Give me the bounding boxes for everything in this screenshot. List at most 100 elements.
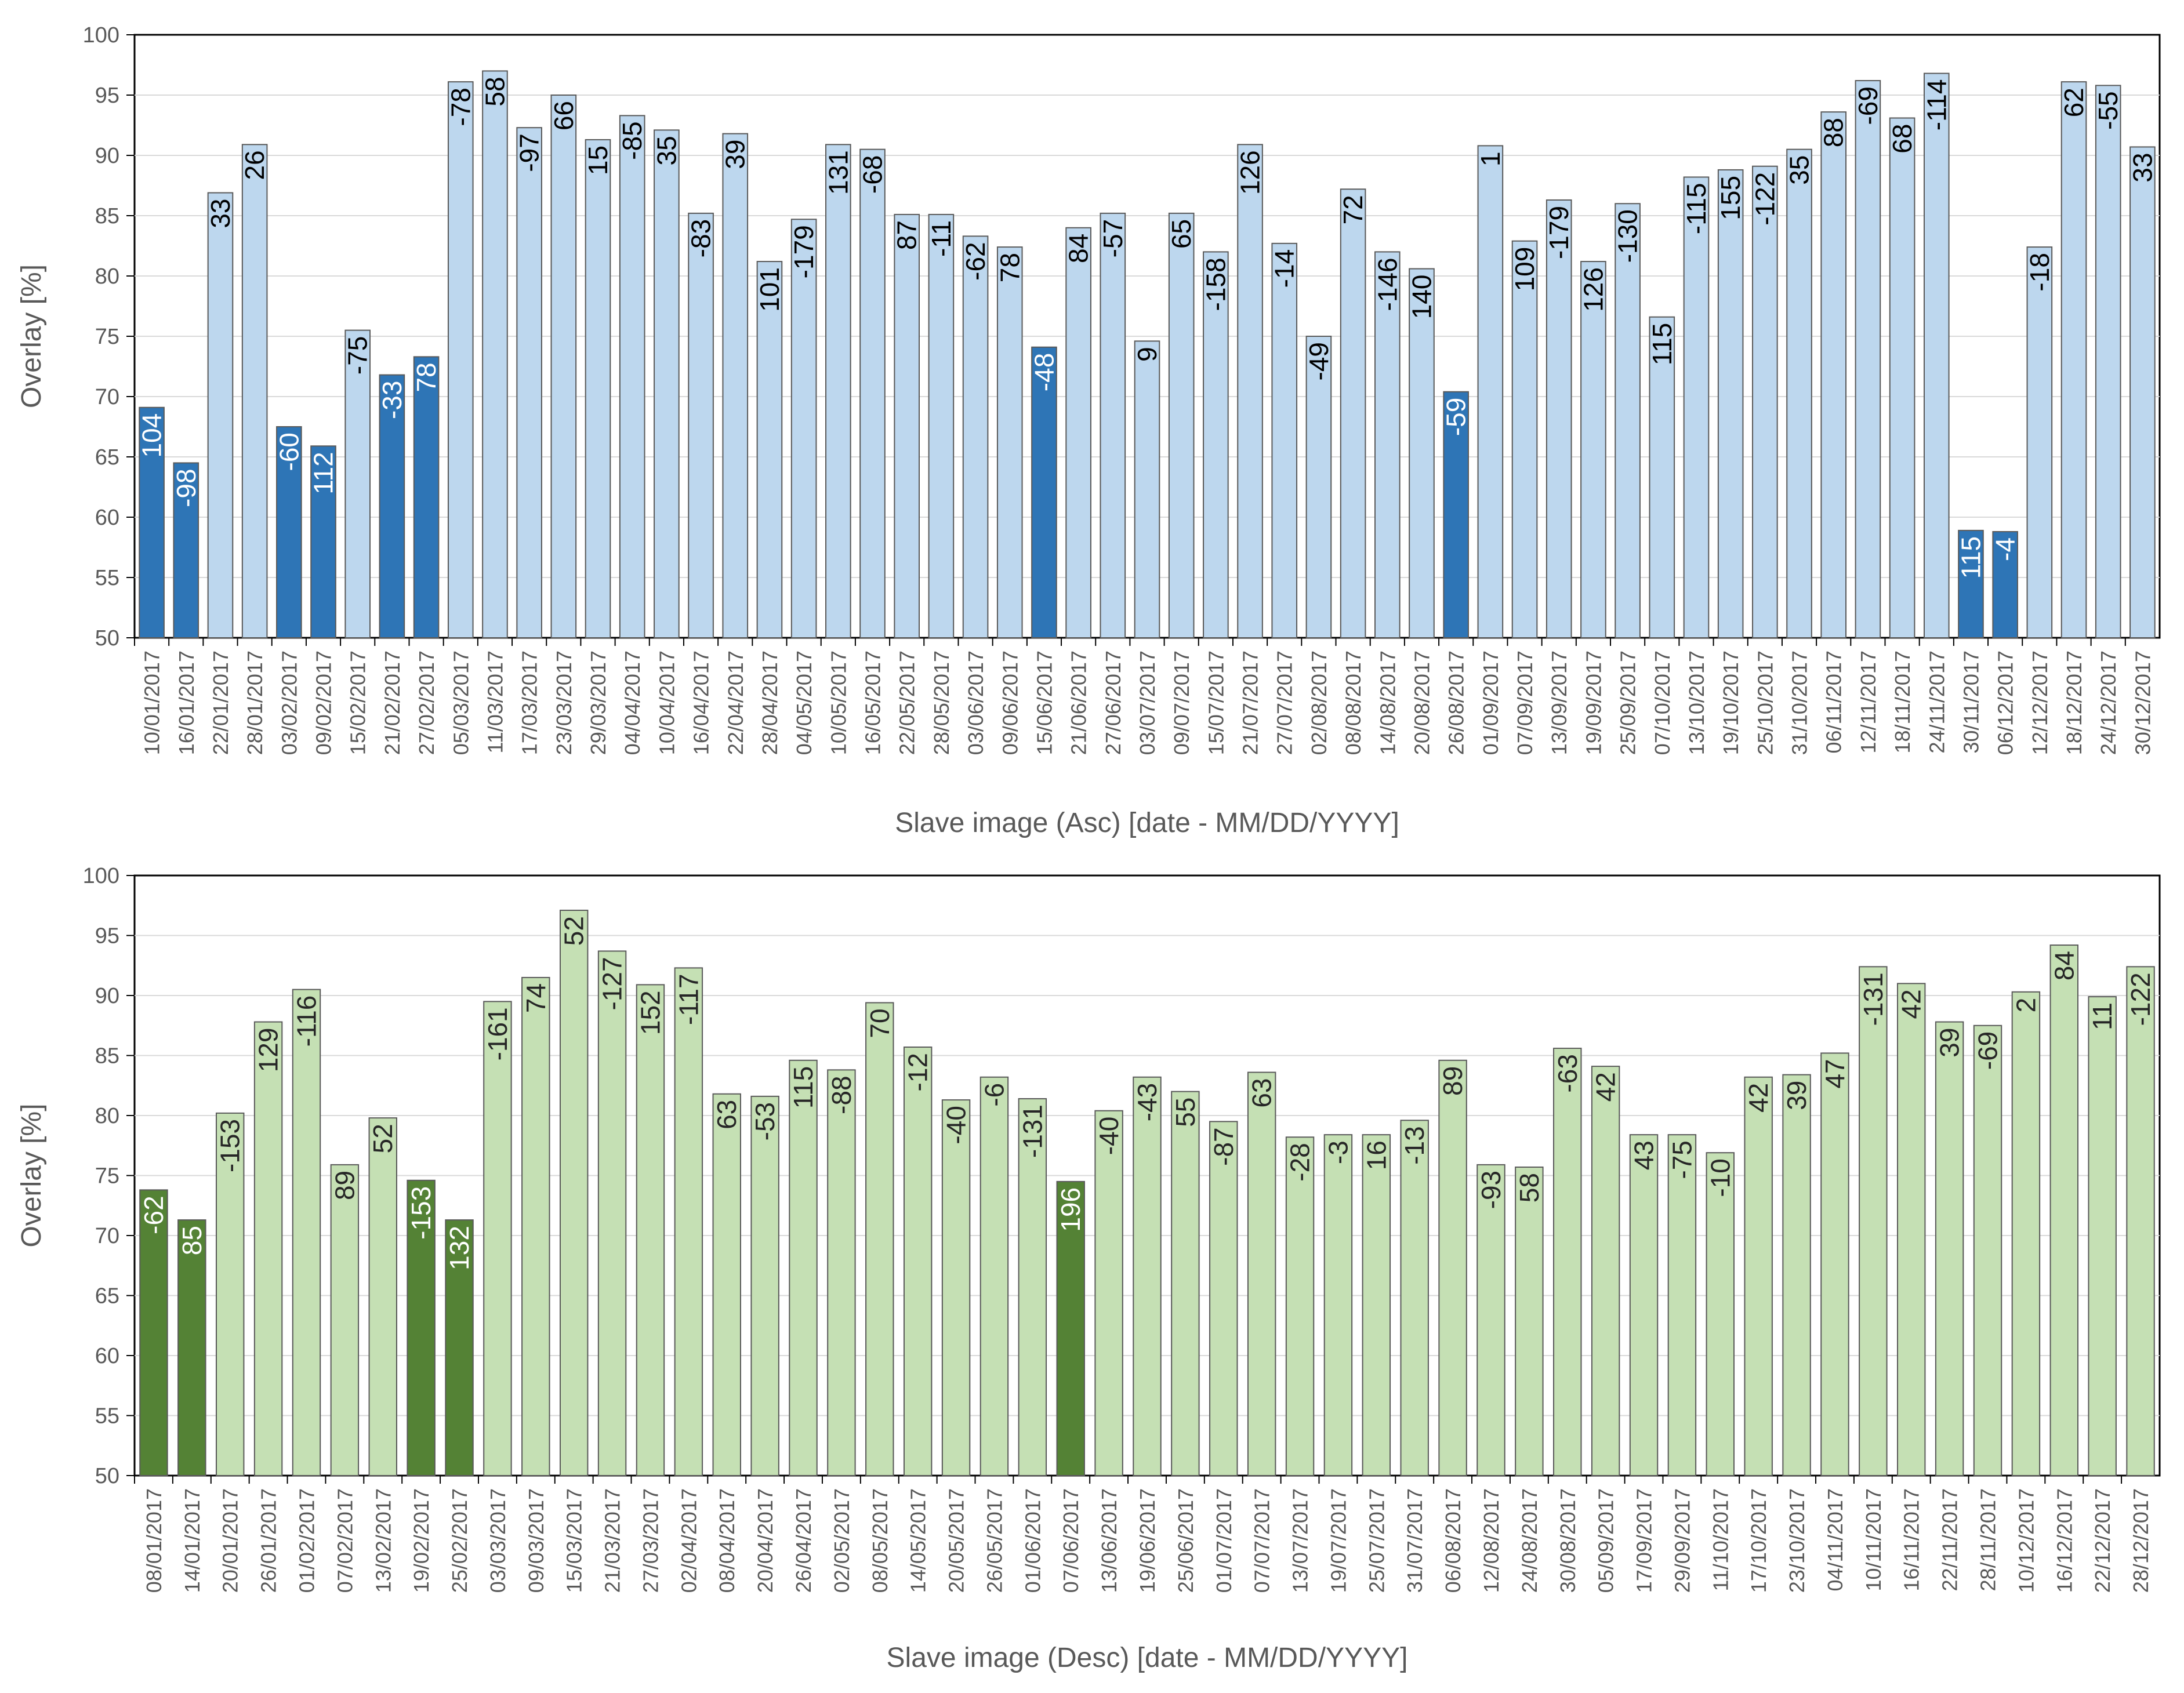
bar-data-label: 78 [411, 362, 441, 392]
x-tick-label: 13/10/2017 [1685, 651, 1708, 755]
x-tick-label: 26/04/2017 [792, 1488, 815, 1593]
bar [674, 967, 703, 1476]
bar-data-label: 63 [712, 1100, 742, 1129]
bar [1683, 176, 1710, 638]
bar-data-label: -122 [1750, 172, 1780, 226]
bar [1820, 1052, 1849, 1476]
x-tick-label: 27/02/2017 [415, 651, 438, 755]
bar-data-label: -153 [406, 1186, 436, 1240]
bar [1629, 1134, 1659, 1476]
bar [1477, 145, 1504, 639]
bar [1744, 1076, 1773, 1476]
bar-data-label: 33 [2127, 152, 2157, 182]
bar-data-label: -33 [377, 381, 407, 419]
bar-data-label: -60 [274, 433, 304, 471]
bar [750, 1095, 779, 1476]
bar [1859, 966, 1888, 1476]
bar [1362, 1134, 1391, 1476]
x-tick-label: 15/02/2017 [346, 651, 370, 755]
bar-data-label: -53 [750, 1102, 780, 1140]
x-tick-label: 01/06/2017 [1021, 1488, 1044, 1593]
bar [1133, 1076, 1162, 1476]
bar [310, 445, 336, 639]
x-axis-label: Slave image (Asc) [date - MM/DD/YYYY] [895, 808, 1399, 838]
bar-data-label: -69 [1973, 1031, 2003, 1070]
bar-data-label: 84 [2049, 951, 2079, 980]
bar-data-label: -43 [1132, 1083, 1162, 1121]
x-tick-label: 19/09/2017 [1581, 651, 1605, 755]
x-tick-label: 09/06/2017 [998, 651, 1022, 755]
bar-data-label: -12 [903, 1053, 933, 1091]
bar-data-label: 9 [1132, 347, 1162, 362]
x-tick-label: 12/08/2017 [1479, 1488, 1503, 1593]
bar-data-label: 42 [1896, 989, 1927, 1019]
x-tick-label: 09/03/2017 [524, 1488, 548, 1593]
x-tick-label: 17/09/2017 [1632, 1488, 1656, 1593]
bar-data-label: 58 [480, 77, 510, 106]
bar-data-label: 52 [559, 916, 589, 946]
bar-data-label: 68 [1887, 124, 1917, 154]
x-tick-label: 03/07/2017 [1135, 651, 1159, 755]
x-tick-label: 21/07/2017 [1239, 651, 1262, 755]
bar [722, 133, 749, 638]
bar-data-label: -3 [1323, 1140, 1353, 1164]
y-tick-label: 90 [95, 984, 119, 1008]
bar-data-label: 43 [1629, 1140, 1659, 1170]
x-tick-label: 01/09/2017 [1479, 651, 1503, 755]
bar-data-label: 39 [1935, 1028, 1965, 1058]
bar-data-label: 70 [865, 1008, 895, 1038]
bar [1786, 148, 1812, 639]
x-tick-label: 22/01/2017 [209, 651, 233, 755]
x-tick-label: 26/01/2017 [257, 1488, 281, 1593]
bar [413, 356, 440, 638]
bar [1409, 268, 1435, 638]
bar [1065, 227, 1091, 638]
x-tick-label: 15/03/2017 [563, 1488, 586, 1593]
bar [139, 1189, 168, 1477]
x-tick-label: 06/12/2017 [1994, 651, 2018, 755]
bar [597, 950, 627, 1477]
bar [756, 261, 783, 639]
bar-data-label: -28 [1285, 1143, 1315, 1181]
bar [712, 1093, 741, 1476]
bar [928, 213, 955, 639]
x-tick-label: 29/09/2017 [1670, 1488, 1694, 1593]
x-tick-label: 24/11/2017 [1925, 651, 1949, 754]
bar-data-label: 52 [368, 1124, 398, 1153]
bar [962, 235, 989, 638]
bar-data-label: 101 [754, 267, 785, 312]
bar [447, 81, 474, 638]
bar [1935, 1021, 1964, 1477]
bar-data-label: 89 [1438, 1066, 1468, 1096]
bar [516, 127, 542, 639]
bar-data-label: 1 [1475, 151, 1505, 166]
bar-data-label: -179 [789, 225, 819, 278]
bar-data-label: 33 [205, 198, 235, 228]
bar-data-label: 42 [1591, 1072, 1621, 1102]
bar-data-label: -59 [1441, 398, 1471, 436]
bar-data-label: -93 [1476, 1171, 1506, 1209]
bar [636, 984, 665, 1476]
bar [1546, 199, 1572, 638]
bar [177, 1219, 206, 1477]
bar [241, 144, 268, 638]
bar-data-label: -49 [1304, 342, 1334, 380]
x-tick-label: 24/08/2017 [1518, 1488, 1541, 1593]
bar-data-label: 126 [1578, 267, 1608, 312]
bar [1553, 1048, 1582, 1476]
y-tick-label: 60 [95, 1344, 119, 1368]
x-tick-label: 02/08/2017 [1307, 651, 1331, 755]
bar-data-label: 42 [1743, 1083, 1773, 1113]
x-tick-label: 03/06/2017 [964, 651, 988, 755]
bar [2129, 146, 2156, 638]
y-tick-label: 90 [95, 144, 119, 168]
x-tick-label: 11/10/2017 [1708, 1488, 1732, 1592]
bar [903, 1047, 933, 1476]
bar-data-label: -131 [1017, 1105, 1047, 1158]
x-tick-label: 09/02/2017 [312, 651, 336, 755]
y-tick-label: 70 [95, 1224, 119, 1248]
bar [1100, 212, 1126, 638]
x-tick-label: 04/04/2017 [621, 651, 644, 755]
bar [1923, 72, 1950, 638]
